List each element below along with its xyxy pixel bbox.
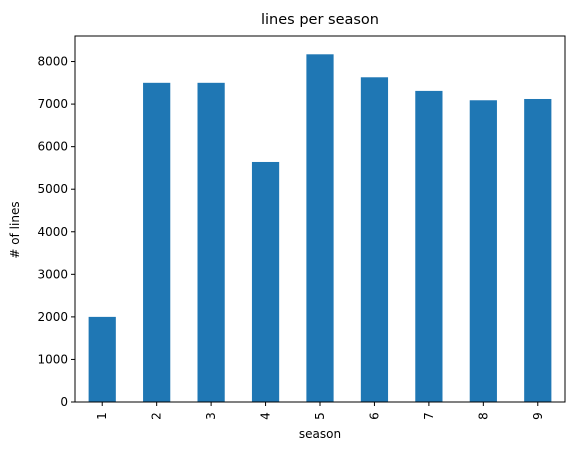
bars-group: [89, 54, 552, 402]
bar-season-9: [524, 99, 551, 402]
y-tick-label-3000: 3000: [37, 267, 68, 281]
x-tick-label-7: 7: [422, 412, 436, 420]
y-axis-title: # of lines: [8, 201, 22, 258]
bar-season-7: [415, 91, 442, 402]
y-tick-label-4000: 4000: [37, 225, 68, 239]
bar-season-5: [306, 54, 333, 402]
y-tick-label-7000: 7000: [37, 97, 68, 111]
y-tick-label-8000: 8000: [37, 55, 68, 69]
bar-season-4: [252, 162, 279, 402]
x-tick-label-1: 1: [95, 412, 109, 420]
bar-season-3: [198, 83, 225, 402]
y-tick-label-1000: 1000: [37, 352, 68, 366]
bar-season-6: [361, 77, 388, 402]
y-tick-label-0: 0: [60, 395, 68, 409]
bar-season-1: [89, 317, 116, 402]
x-tick-label-2: 2: [150, 412, 164, 420]
x-tick-label-5: 5: [313, 412, 327, 420]
y-tick-label-6000: 6000: [37, 140, 68, 154]
bar-season-8: [470, 100, 497, 402]
y-tick-label-2000: 2000: [37, 310, 68, 324]
chart-title: lines per season: [261, 12, 379, 28]
y-axis: 0 1000 2000 3000 4000 5000 6000 7000 8000: [37, 55, 75, 409]
y-tick-label-5000: 5000: [37, 182, 68, 196]
x-axis-title: season: [299, 427, 341, 441]
x-axis: 1 2 3 4 5 6 7 8 9: [95, 402, 545, 420]
bar-season-2: [143, 83, 170, 402]
x-tick-label-8: 8: [476, 412, 490, 420]
x-tick-label-6: 6: [367, 412, 381, 420]
x-tick-label-4: 4: [259, 412, 273, 420]
x-tick-label-9: 9: [531, 412, 545, 420]
x-tick-label-3: 3: [204, 412, 218, 420]
